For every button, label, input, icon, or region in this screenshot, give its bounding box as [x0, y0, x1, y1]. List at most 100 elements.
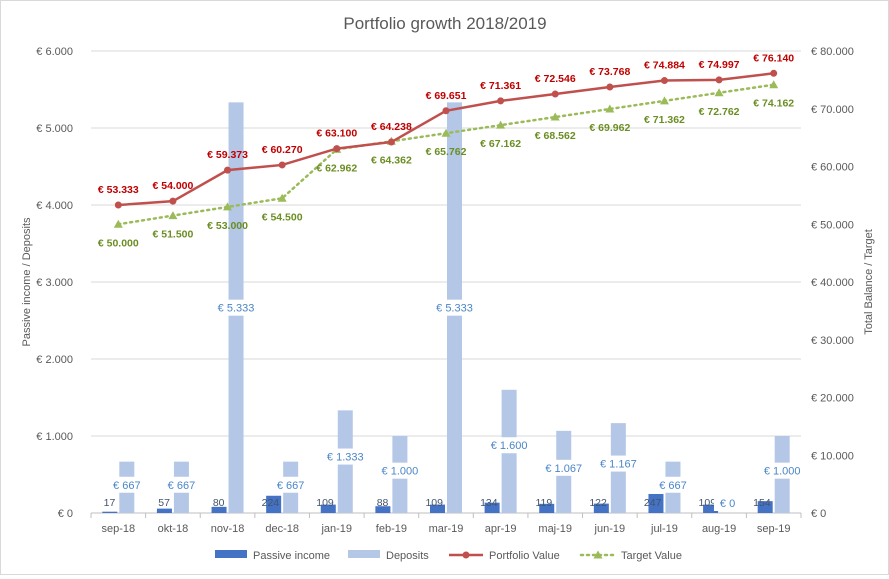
label-portfolio-value: € 59.373 [207, 149, 248, 161]
label-portfolio-value: € 60.270 [262, 144, 303, 156]
bar-passive-income [211, 506, 227, 513]
y-right-tick-label: € 50.000 [811, 219, 854, 231]
label-deposits: € 1.333 [327, 452, 364, 464]
x-tick-label: sep-18 [101, 523, 135, 535]
legend-label: Passive income [253, 550, 330, 562]
marker-portfolio-value [333, 145, 341, 153]
bar-passive-income [703, 504, 719, 513]
label-deposits: € 0 [720, 498, 735, 510]
label-passive-income: 134 [480, 497, 498, 509]
marker-portfolio-value [442, 107, 450, 115]
label-deposits: € 1.000 [382, 466, 419, 478]
bar-passive-income [539, 503, 555, 513]
label-box-deposits [373, 462, 427, 479]
x-tick-label: jul-19 [650, 523, 678, 535]
bar-passive-income [375, 506, 391, 513]
marker-target-value [496, 120, 506, 129]
y-right-tick-label: € 0 [811, 508, 826, 520]
label-passive-income: 247 [644, 497, 662, 509]
marker-portfolio-value [224, 166, 232, 174]
label-target-value: € 71.362 [644, 114, 685, 126]
label-box-deposits [482, 437, 536, 454]
y-left-tick-label: € 6.000 [36, 46, 73, 58]
bar-passive-income [102, 511, 118, 513]
y-right-tick-label: € 30.000 [811, 335, 854, 347]
label-deposits: € 1.067 [545, 463, 582, 475]
label-portfolio-value: € 73.768 [589, 66, 630, 78]
label-box-deposits [591, 455, 645, 472]
marker-portfolio-value [660, 77, 668, 85]
label-target-value: € 51.500 [152, 229, 193, 241]
label-box-deposits [428, 299, 481, 316]
marker-target-value [277, 193, 287, 202]
marker-portfolio-value [715, 76, 723, 84]
axes: € 0 € 1.000 € 2.000 € 3.000 € 4.000 € 5.000 € … [21, 46, 875, 535]
label-passive-income: 224 [262, 497, 280, 509]
label-deposits: € 667 [277, 480, 305, 492]
marker-portfolio-value [278, 161, 286, 169]
label-target-value: € 72.762 [699, 106, 740, 118]
bar-passive-income [320, 504, 336, 513]
label-passive-income: 88 [377, 497, 389, 509]
legend-swatch [215, 550, 247, 558]
label-portfolio-value: € 63.100 [316, 128, 357, 140]
label-passive-income: 57 [158, 497, 170, 509]
y-left-axis-title: Passive income / Deposits [21, 217, 33, 346]
label-box-deposits [318, 448, 372, 465]
x-tick-label: jun-19 [594, 523, 626, 535]
y-right-tick-label: € 80.000 [811, 46, 854, 58]
marker-portfolio-value [551, 90, 559, 98]
bar-passive-income [648, 493, 664, 513]
legend-item: Target Value [579, 550, 682, 562]
label-portfolio-value: € 74.997 [699, 59, 740, 71]
label-portfolio-value: € 71.361 [480, 80, 521, 92]
x-tick-label: apr-19 [485, 523, 517, 535]
y-left-tick-label: € 2.000 [36, 354, 73, 366]
marker-target-value [605, 104, 615, 113]
label-portfolio-value: € 74.884 [644, 60, 685, 72]
label-target-value: € 54.500 [262, 211, 303, 223]
label-deposits: € 1.000 [764, 466, 801, 478]
marker-target-value [550, 112, 560, 121]
x-tick-label: okt-18 [158, 523, 189, 535]
legend-marker [462, 551, 470, 559]
x-tick-label: jan-19 [320, 523, 352, 535]
y-left-tick-label: € 3.000 [36, 277, 73, 289]
bar-passive-income [266, 495, 282, 513]
label-portfolio-value: € 69.651 [426, 90, 467, 102]
bar-passive-income [593, 503, 609, 513]
x-tick-label: feb-19 [376, 523, 407, 535]
label-box-deposits [106, 476, 147, 493]
legend: Passive income Deposits Portfolio Value Tar… [215, 550, 682, 562]
marker-portfolio-value [606, 83, 614, 91]
label-deposits: € 667 [113, 480, 141, 492]
label-portfolio-value: € 53.333 [98, 184, 139, 196]
chart-title: Portfolio growth 2018/2019 [343, 14, 546, 33]
legend-item: Deposits [348, 550, 429, 562]
label-passive-income: 109 [425, 497, 443, 509]
marker-target-value [168, 211, 178, 220]
legend-item: Portfolio Value [449, 550, 560, 562]
label-passive-income: 80 [213, 497, 225, 509]
legend-item: Passive income [215, 550, 330, 562]
label-target-value: € 67.162 [480, 138, 521, 150]
label-portfolio-value: € 54.000 [152, 180, 193, 192]
bar-passive-income [430, 504, 445, 513]
label-target-value: € 53.000 [207, 220, 248, 232]
label-target-value: € 69.962 [589, 122, 630, 134]
bar-passive-income [757, 501, 773, 513]
label-target-value: € 64.362 [371, 154, 412, 166]
marker-target-value [223, 202, 233, 211]
y-right-tick-label: € 70.000 [811, 104, 854, 116]
x-tick-label: maj-19 [538, 523, 572, 535]
y-left-tick-label: € 0 [58, 508, 73, 520]
label-passive-income: 109 [316, 497, 334, 509]
label-target-value: € 65.762 [426, 146, 467, 158]
marker-portfolio-value [387, 138, 395, 146]
legend-swatch [348, 550, 380, 558]
label-passive-income: 122 [589, 497, 607, 509]
label-target-value: € 50.000 [98, 237, 139, 249]
label-deposits: € 667 [168, 480, 196, 492]
bar-passive-income [156, 508, 172, 513]
